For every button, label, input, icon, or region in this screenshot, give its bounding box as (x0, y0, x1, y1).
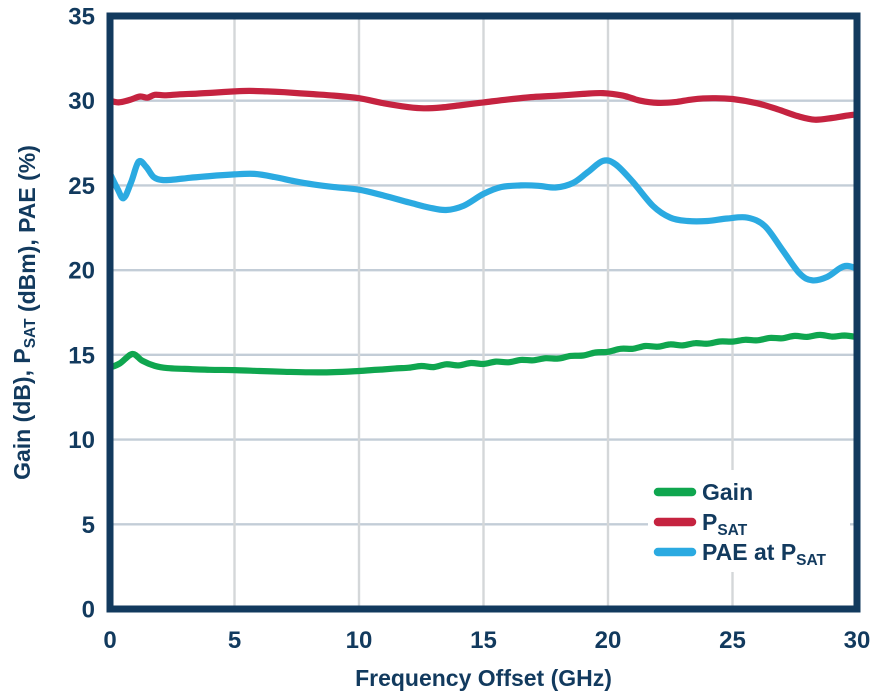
x-tick-label: 30 (844, 627, 871, 654)
y-axis-title-part: Gain (dB), P (9, 348, 35, 480)
series-layer (106, 87, 861, 376)
legend-label-part: P (702, 509, 717, 535)
legend-label-part: PAE at P (702, 539, 796, 565)
y-tick-label: 15 (68, 342, 95, 369)
y-tick-label: 25 (68, 173, 95, 200)
y-axis-title: Gain (dB), PSAT (dBm), PAE (%) (9, 145, 40, 480)
x-tick-label: 15 (470, 627, 497, 654)
x-tick-label: 25 (719, 627, 746, 654)
series-line-psat (106, 87, 861, 123)
legend-label-part: Gain (702, 479, 753, 505)
plot-border (106, 12, 861, 613)
legend-label-part: SAT (796, 552, 826, 569)
x-tick-label: 0 (103, 627, 116, 654)
axis-tick-labels: 0 5 10 15 20 25 30 35 0 5 10 15 20 25 30 (68, 4, 870, 655)
legend-label-part: SAT (717, 522, 747, 539)
y-axis-title-part: SAT (22, 318, 39, 348)
y-axis-title-part: (dBm), PAE (%) (14, 145, 40, 318)
x-axis-title: Frequency Offset (GHz) (355, 665, 612, 691)
y-tick-label: 35 (68, 4, 95, 31)
series-line-pae-at-psat (106, 157, 861, 284)
series-line-gain (106, 331, 861, 376)
x-tick-label: 10 (346, 627, 373, 654)
y-tick-label: 10 (68, 427, 95, 454)
y-tick-label: 30 (68, 88, 95, 115)
y-tick-label: 5 (82, 512, 95, 539)
legend-label: Gain (702, 479, 753, 505)
x-tick-label: 20 (595, 627, 622, 654)
plot-frame (106, 12, 861, 613)
axis-titles: Frequency Offset (GHz) Gain (dB), PSAT (d… (9, 145, 612, 691)
y-tick-label: 0 (82, 597, 95, 624)
legend-label: PSAT (702, 509, 748, 539)
legend-label: PAE at PSAT (702, 539, 827, 569)
y-tick-label: 20 (68, 258, 95, 285)
x-tick-label: 5 (228, 627, 241, 654)
